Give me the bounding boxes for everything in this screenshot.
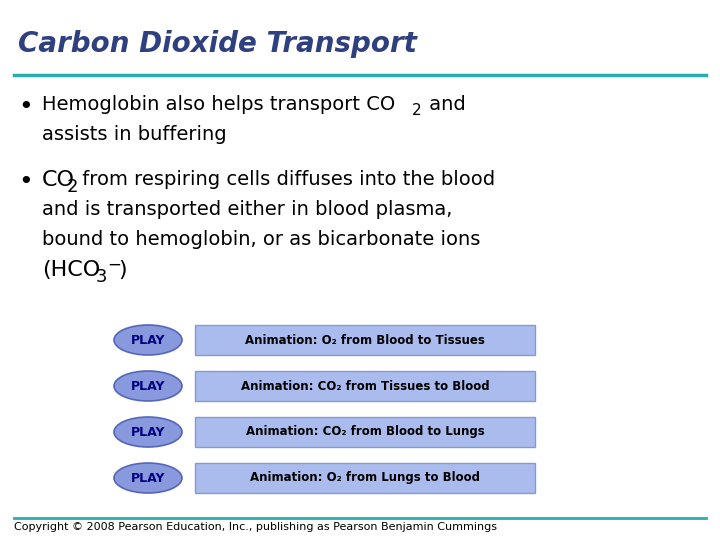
Ellipse shape (114, 417, 182, 447)
Text: 3: 3 (96, 268, 107, 286)
Text: from respiring cells diffuses into the blood: from respiring cells diffuses into the b… (76, 170, 495, 189)
Text: 2: 2 (412, 103, 422, 118)
Text: 2: 2 (67, 178, 78, 196)
Text: Copyright © 2008 Pearson Education, Inc., publishing as Pearson Benjamin Cumming: Copyright © 2008 Pearson Education, Inc.… (14, 522, 497, 532)
Text: bound to hemoglobin, or as bicarbonate ions: bound to hemoglobin, or as bicarbonate i… (42, 230, 480, 249)
Text: Animation: O₂ from Blood to Tissues: Animation: O₂ from Blood to Tissues (245, 334, 485, 347)
Ellipse shape (114, 463, 182, 493)
Text: Animation: CO₂ from Tissues to Blood: Animation: CO₂ from Tissues to Blood (240, 380, 490, 393)
Ellipse shape (114, 325, 182, 355)
Text: PLAY: PLAY (131, 471, 166, 484)
Text: −: − (107, 256, 121, 274)
Text: Animation: CO₂ from Blood to Lungs: Animation: CO₂ from Blood to Lungs (246, 426, 485, 438)
Ellipse shape (114, 371, 182, 401)
Text: Hemoglobin also helps transport CO: Hemoglobin also helps transport CO (42, 95, 395, 114)
Text: PLAY: PLAY (131, 426, 166, 438)
FancyBboxPatch shape (195, 417, 535, 447)
Text: PLAY: PLAY (131, 380, 166, 393)
Text: PLAY: PLAY (131, 334, 166, 347)
Text: •: • (18, 170, 32, 194)
Text: •: • (18, 95, 32, 119)
Text: assists in buffering: assists in buffering (42, 125, 227, 144)
Text: Carbon Dioxide Transport: Carbon Dioxide Transport (18, 30, 417, 58)
Text: ): ) (118, 260, 127, 280)
Text: and: and (423, 95, 466, 114)
Text: CO: CO (42, 170, 75, 190)
Text: (HCO: (HCO (42, 260, 100, 280)
Text: Animation: O₂ from Lungs to Blood: Animation: O₂ from Lungs to Blood (250, 471, 480, 484)
FancyBboxPatch shape (195, 371, 535, 401)
FancyBboxPatch shape (195, 463, 535, 493)
Text: and is transported either in blood plasma,: and is transported either in blood plasm… (42, 200, 452, 219)
FancyBboxPatch shape (195, 325, 535, 355)
